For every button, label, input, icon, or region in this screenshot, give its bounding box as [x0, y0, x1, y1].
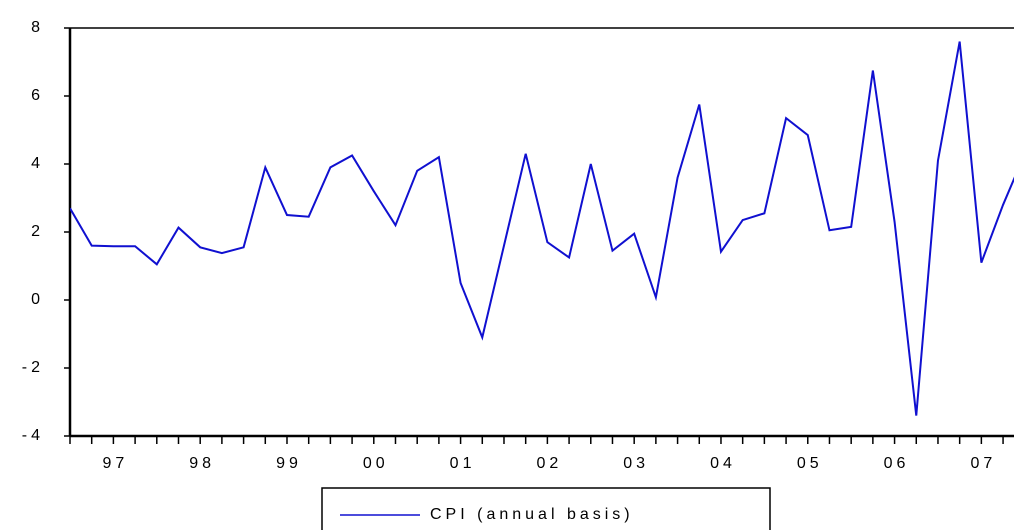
- y-tick-label: 4: [31, 155, 44, 172]
- y-tick-label: 8: [31, 19, 44, 36]
- y-tick-label: -4: [22, 427, 44, 444]
- x-tick-label: 97: [102, 455, 128, 472]
- x-tick-label: 04: [710, 455, 736, 472]
- x-tick-label: 01: [450, 455, 476, 472]
- y-tick-label: 0: [31, 291, 44, 308]
- y-tick-label: -2: [22, 359, 44, 376]
- y-tick-label: 6: [31, 87, 44, 104]
- x-tick-label: 99: [276, 455, 302, 472]
- x-tick-label: 03: [623, 455, 649, 472]
- series-line: [70, 41, 1014, 416]
- legend: [321, 487, 771, 530]
- x-tick-label: 06: [884, 455, 910, 472]
- y-tick-label: 2: [31, 223, 44, 240]
- x-tick-label: 05: [797, 455, 823, 472]
- x-tick-label: 07: [970, 455, 996, 472]
- x-tick-label: 98: [189, 455, 215, 472]
- x-tick-label: 00: [363, 455, 389, 472]
- legend-label: CPI (annual basis): [430, 506, 634, 523]
- x-tick-label: 02: [536, 455, 562, 472]
